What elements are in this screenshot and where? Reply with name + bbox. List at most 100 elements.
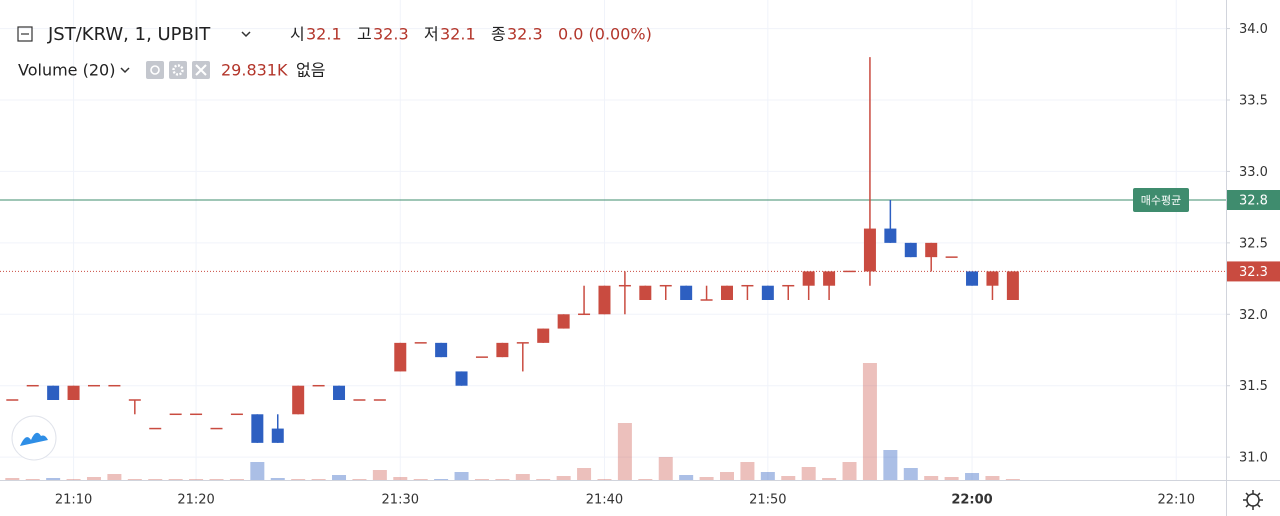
candle-layer (6, 57, 1019, 443)
close-value: 32.3 (507, 25, 543, 44)
volume-bar (760, 472, 775, 480)
x-tick-label: 22:10 (1158, 493, 1195, 508)
volume-bar (985, 476, 1000, 480)
settings-button[interactable] (169, 61, 187, 79)
candle-body (761, 285, 774, 300)
y-tick-label: 32.5 (1239, 236, 1268, 251)
volume-bar (474, 479, 489, 480)
volume-bar (617, 423, 632, 480)
volume-bar (148, 479, 163, 480)
x-tick-label: 21:50 (749, 493, 786, 508)
x-tick-label: 22:00 (951, 493, 992, 508)
volume-bar (86, 477, 101, 480)
volume-bar (740, 462, 755, 480)
eye-button[interactable] (146, 61, 164, 79)
volume-bar (66, 479, 81, 480)
volume-bar (454, 472, 469, 480)
y-tick-label: 31.0 (1239, 451, 1268, 466)
candle-body (884, 228, 897, 243)
remove-icon (195, 64, 207, 76)
volume-bar (842, 462, 857, 480)
y-tick-label: 33.5 (1239, 94, 1268, 109)
candle-body (802, 271, 815, 286)
candle-body (721, 285, 733, 300)
eye-icon (150, 65, 160, 75)
volume-bar (291, 479, 306, 480)
volume-bar (658, 457, 673, 480)
avg-price-badge (1133, 188, 1189, 212)
volume-bar (127, 479, 142, 480)
low-label: 저 (424, 25, 439, 44)
y-tick-label: 34.0 (1239, 22, 1268, 37)
volume-bar (965, 473, 980, 480)
volume-bar (5, 478, 20, 480)
candle-body (823, 271, 836, 286)
candle-body (966, 271, 979, 286)
high-value: 32.3 (373, 25, 409, 44)
volume-title[interactable]: Volume (20) (18, 61, 115, 80)
volume-chevron[interactable] (120, 67, 130, 74)
close-label: 종 (491, 25, 506, 44)
volume-bar (924, 476, 939, 480)
volume-bar (883, 450, 898, 480)
volume-bar (679, 475, 694, 480)
collapse-icon[interactable] (17, 26, 33, 42)
y-tick-label: 33.0 (1239, 165, 1268, 180)
y-tick-label: 32.0 (1239, 308, 1268, 323)
x-tick-label: 21:30 (382, 493, 419, 508)
settings-icon (172, 64, 184, 76)
candle-body (292, 385, 305, 415)
candle-body (67, 385, 80, 400)
open-label: 시 (290, 25, 305, 44)
high-label: 고 (357, 25, 372, 44)
volume-bar (332, 475, 347, 480)
volume-bar (413, 479, 428, 480)
volume-bar (352, 479, 367, 480)
volume-bar (556, 476, 571, 480)
axes: 31.0 31.5 32.0 32.5 33.0 33.5 34.0 21:10 21:20 21… (55, 22, 1268, 507)
candle-body (496, 342, 509, 358)
volume-value: 29.831K (221, 61, 288, 80)
candle-body (435, 342, 448, 358)
candle-body (1006, 271, 1019, 300)
candle-body (333, 385, 346, 400)
candle-body (455, 371, 468, 386)
last-price-tag (1227, 261, 1280, 282)
candle-body (904, 242, 917, 258)
volume-bar (944, 477, 959, 480)
candle-body (639, 285, 652, 300)
volume-bar (189, 479, 204, 480)
volume-bar (903, 468, 918, 480)
volume-bar (597, 479, 612, 480)
last-price-tag-label: 32.3 (1239, 265, 1268, 280)
volume-bar (270, 478, 285, 480)
candle-body (680, 285, 693, 300)
grid (0, 0, 1226, 480)
x-tick-label: 21:40 (586, 493, 623, 508)
low-value: 32.1 (440, 25, 476, 44)
candle-body (271, 428, 284, 443)
volume-bar (209, 479, 224, 480)
volume-bar (801, 467, 816, 480)
price-lines: 매수평균 32.8 32.3 (0, 188, 1280, 282)
volume-bar (1005, 479, 1020, 480)
volume-bar (311, 479, 326, 480)
candle-body (557, 314, 570, 329)
change: 0.0 (0.00%) (558, 25, 652, 44)
volume-extra: 없음 (296, 61, 325, 80)
symbol[interactable]: JST/KRW, 1, UPBIT (47, 24, 211, 45)
candle-body (47, 385, 60, 400)
volume-bar (822, 478, 837, 480)
x-tick-label: 21:20 (177, 493, 214, 508)
symbol-chevron[interactable] (241, 31, 251, 38)
open-value: 32.1 (306, 25, 342, 44)
volume-bar (46, 478, 61, 480)
volume-bar (720, 472, 734, 480)
candle-body (925, 242, 938, 258)
avg-price-tag-label: 32.8 (1239, 194, 1268, 209)
volume-bar (393, 477, 408, 480)
volume-bar (536, 479, 551, 480)
volume-bar (862, 363, 877, 480)
